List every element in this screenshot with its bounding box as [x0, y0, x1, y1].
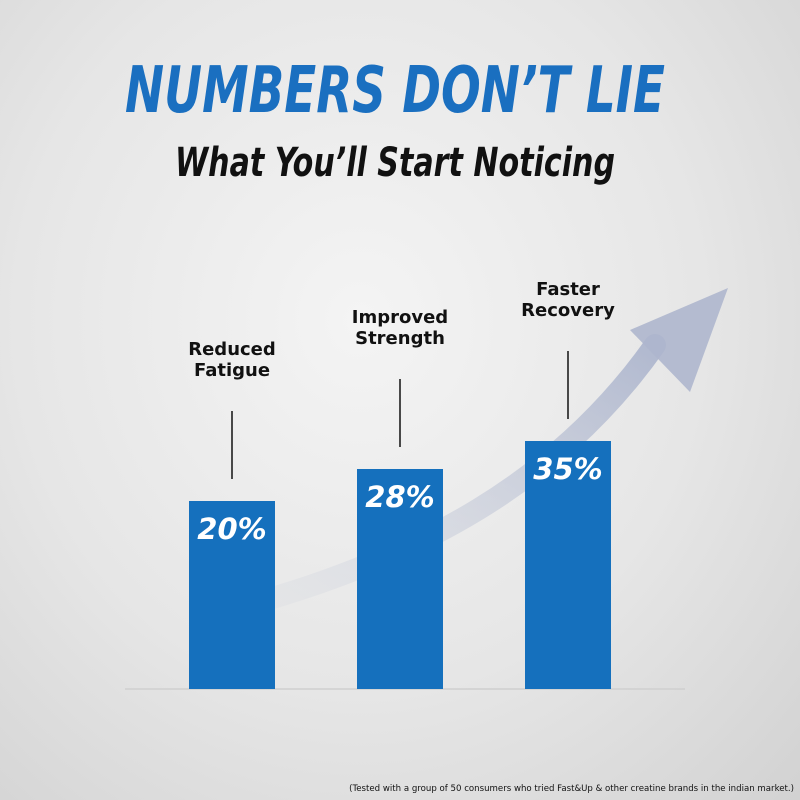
bar [525, 441, 611, 689]
category-label: Reduced Fatigue [188, 339, 276, 381]
category-label: Faster Recovery [521, 279, 615, 321]
value-label: 35% [533, 452, 602, 486]
chart-title: NUMBERS DON’T LIE [125, 54, 665, 128]
footnote: (Tested with a group of 50 consumers who… [349, 784, 794, 794]
value-label: 20% [197, 512, 266, 546]
bar [357, 469, 443, 689]
value-label: 28% [365, 480, 434, 514]
bar [189, 501, 275, 689]
chart-subtitle: What You’ll Start Noticing [175, 140, 615, 186]
background-arrow [219, 288, 728, 621]
category-label: Improved Strength [351, 307, 449, 349]
